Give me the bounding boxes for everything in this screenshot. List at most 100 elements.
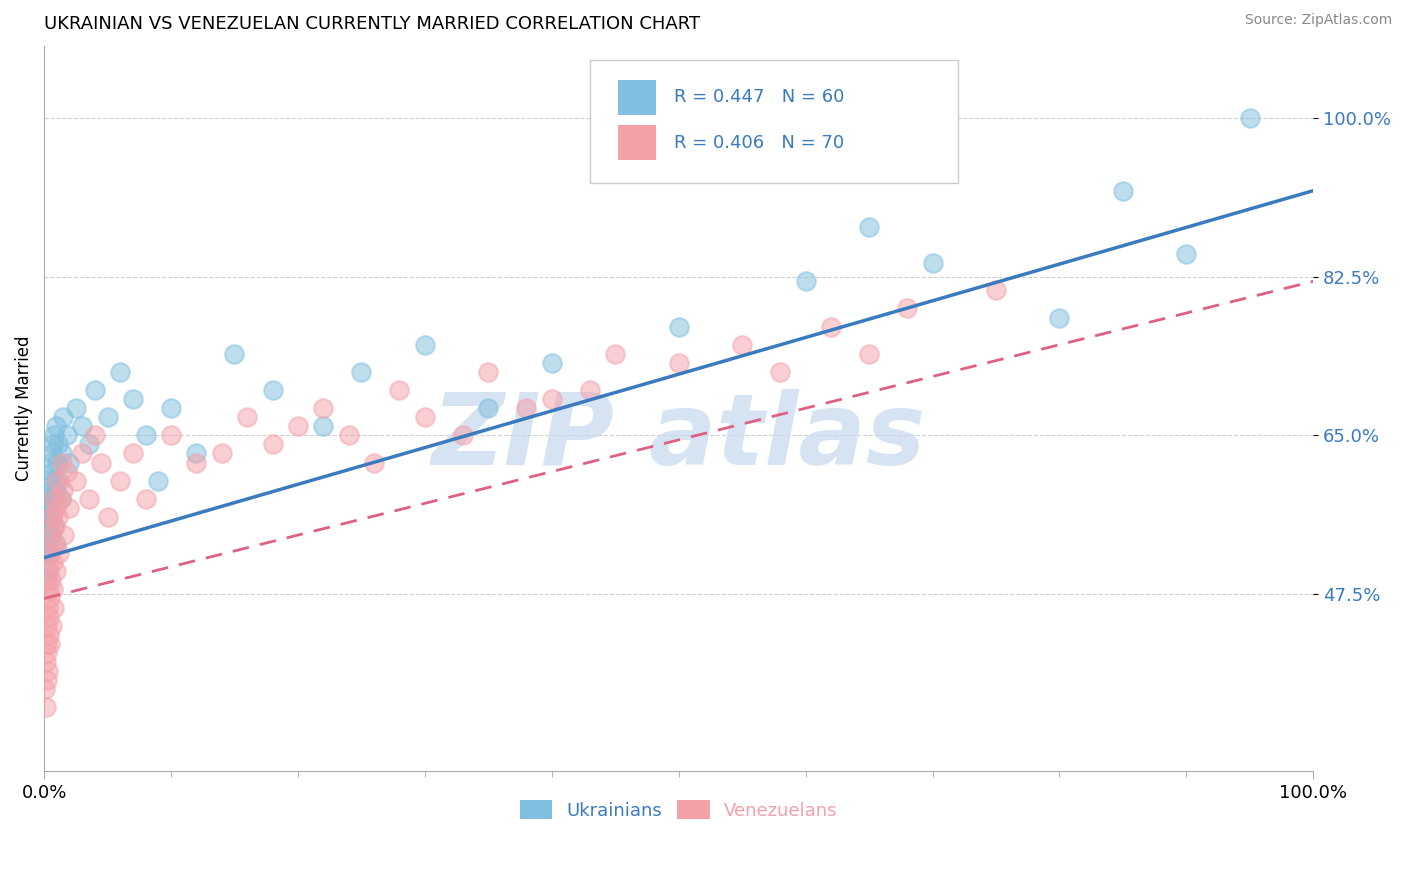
- Legend: Ukrainians, Venezuelans: Ukrainians, Venezuelans: [513, 793, 845, 827]
- Point: [41, 465, 63, 479]
- Point: [477, 365, 499, 379]
- Point: [312, 401, 335, 416]
- Point: [122, 446, 145, 460]
- Point: [135, 428, 157, 442]
- Point: [83, 383, 105, 397]
- Point: [363, 456, 385, 470]
- Point: [38, 582, 60, 597]
- Point: [160, 428, 183, 442]
- Point: [477, 401, 499, 416]
- Point: [896, 301, 918, 316]
- Point: [65, 401, 87, 416]
- Point: [35, 637, 58, 651]
- Point: [48, 474, 70, 488]
- Point: [37, 618, 59, 632]
- Point: [41, 510, 63, 524]
- Point: [44, 428, 66, 442]
- Point: [668, 356, 690, 370]
- Text: Source: ZipAtlas.com: Source: ZipAtlas.com: [1244, 13, 1392, 28]
- Point: [38, 564, 60, 578]
- Point: [58, 456, 80, 470]
- Text: R = 0.406   N = 70: R = 0.406 N = 70: [673, 134, 844, 152]
- Point: [668, 319, 690, 334]
- Point: [287, 419, 309, 434]
- Point: [262, 437, 284, 451]
- Point: [858, 347, 880, 361]
- Point: [38, 474, 60, 488]
- Point: [35, 528, 58, 542]
- Point: [37, 646, 59, 660]
- Point: [42, 582, 65, 597]
- Point: [49, 491, 72, 506]
- Point: [51, 446, 73, 460]
- Point: [122, 392, 145, 406]
- Point: [70, 446, 93, 460]
- Point: [135, 491, 157, 506]
- Point: [46, 510, 69, 524]
- Point: [49, 491, 72, 506]
- Point: [540, 356, 562, 370]
- Point: [540, 392, 562, 406]
- FancyBboxPatch shape: [591, 60, 957, 184]
- Point: [44, 564, 66, 578]
- Point: [97, 510, 120, 524]
- Point: [38, 628, 60, 642]
- Point: [38, 546, 60, 560]
- Point: [820, 319, 842, 334]
- Point: [37, 574, 59, 588]
- Point: [97, 410, 120, 425]
- Point: [605, 347, 627, 361]
- Point: [35, 700, 58, 714]
- Point: [42, 555, 65, 569]
- Point: [769, 365, 792, 379]
- Point: [44, 474, 66, 488]
- Point: [37, 600, 59, 615]
- Point: [186, 446, 208, 460]
- FancyBboxPatch shape: [617, 79, 655, 114]
- Point: [110, 474, 132, 488]
- Point: [148, 474, 170, 488]
- Point: [56, 428, 79, 442]
- Point: [35, 673, 58, 687]
- Point: [44, 500, 66, 515]
- Point: [1175, 247, 1198, 261]
- Point: [337, 428, 360, 442]
- Point: [52, 410, 75, 425]
- Point: [451, 428, 474, 442]
- Point: [39, 456, 62, 470]
- Point: [44, 419, 66, 434]
- Point: [41, 528, 63, 542]
- Point: [515, 401, 537, 416]
- Point: [45, 483, 67, 497]
- Point: [90, 456, 112, 470]
- Text: UKRAINIAN VS VENEZUELAN CURRENTLY MARRIED CORRELATION CHART: UKRAINIAN VS VENEZUELAN CURRENTLY MARRIE…: [44, 15, 700, 33]
- Point: [44, 537, 66, 551]
- Text: ZIP atlas: ZIP atlas: [432, 389, 927, 485]
- Point: [41, 618, 63, 632]
- Point: [39, 483, 62, 497]
- Point: [579, 383, 602, 397]
- Point: [350, 365, 373, 379]
- Point: [41, 510, 63, 524]
- Point: [44, 600, 66, 615]
- Point: [46, 437, 69, 451]
- Point: [1239, 111, 1261, 125]
- Point: [35, 564, 58, 578]
- FancyBboxPatch shape: [617, 126, 655, 161]
- Point: [794, 274, 817, 288]
- Point: [34, 546, 56, 560]
- Point: [984, 284, 1007, 298]
- Point: [42, 500, 65, 515]
- Point: [921, 256, 943, 270]
- Point: [44, 519, 66, 533]
- Point: [77, 437, 100, 451]
- Point: [65, 474, 87, 488]
- Point: [312, 419, 335, 434]
- Text: R = 0.447   N = 60: R = 0.447 N = 60: [673, 88, 844, 106]
- Point: [1049, 310, 1071, 325]
- Point: [160, 401, 183, 416]
- Point: [35, 655, 58, 669]
- Point: [186, 456, 208, 470]
- Point: [38, 637, 60, 651]
- Point: [56, 465, 79, 479]
